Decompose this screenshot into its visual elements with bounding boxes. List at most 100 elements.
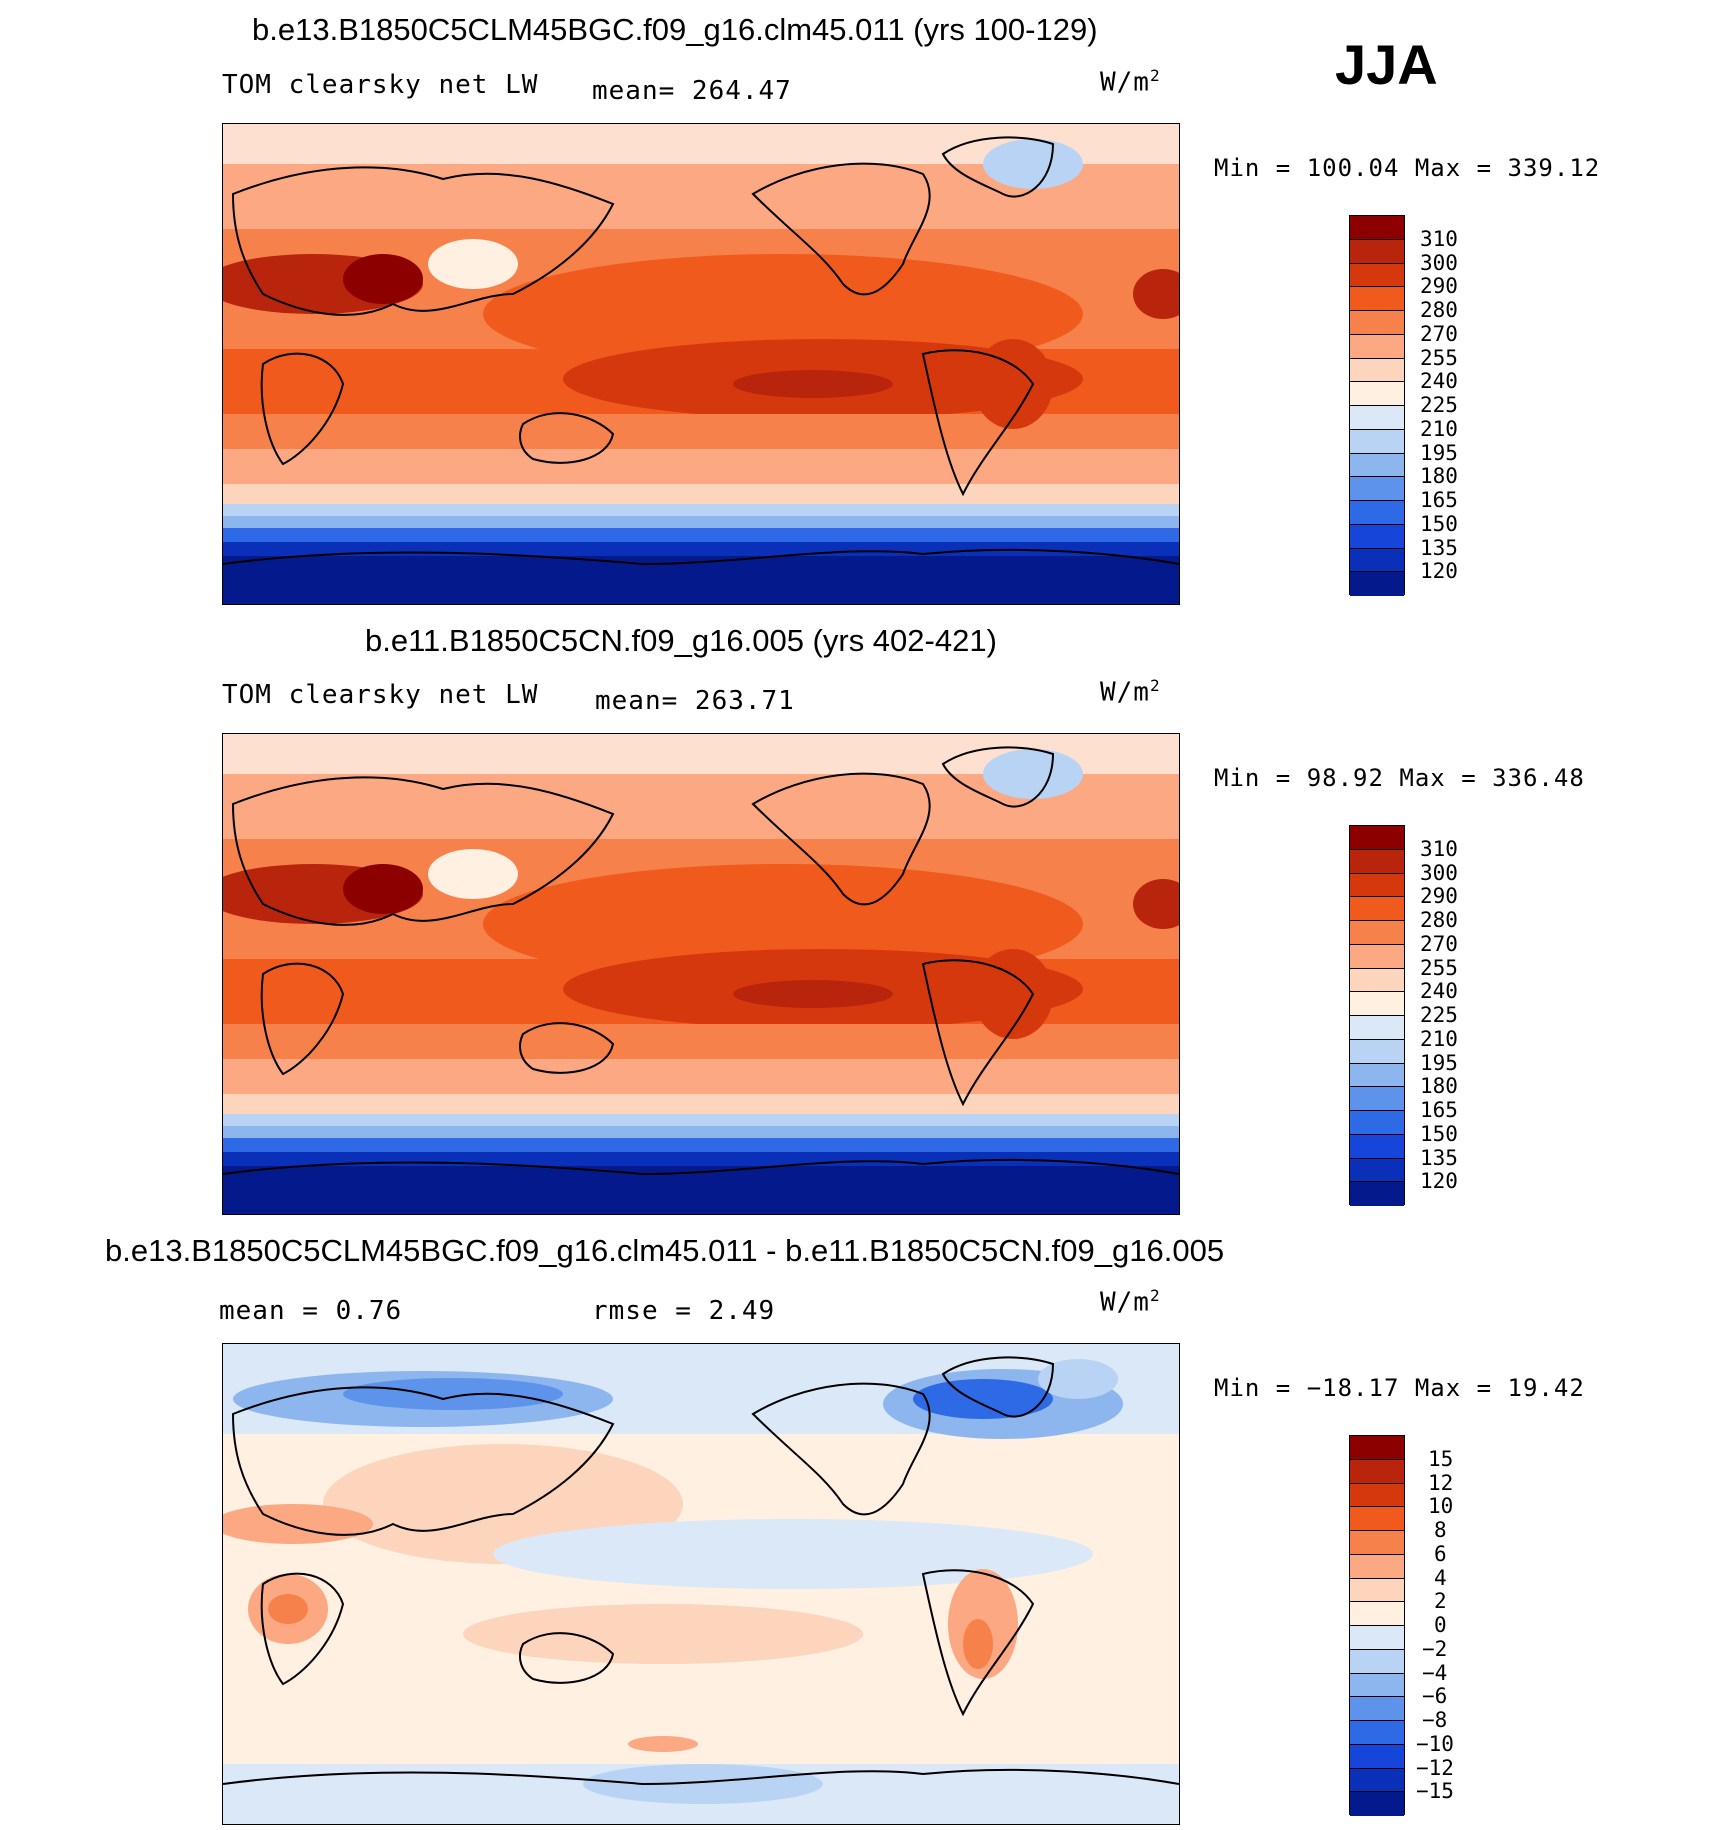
- season-label: JJA: [1335, 33, 1438, 96]
- units-label: W/m2: [1100, 1286, 1161, 1318]
- colorbar-label: 135: [1420, 1146, 1458, 1170]
- panel-title: b.e13.B1850C5CLM45BGC.f09_g16.clm45.011 …: [252, 12, 1098, 47]
- colorbar-swatch: [1350, 826, 1404, 850]
- units-sup: 2: [1149, 66, 1161, 85]
- colorbar-swatch: [1350, 1554, 1404, 1579]
- colorbar-label: 255: [1420, 956, 1458, 980]
- colorbar-swatch: [1350, 849, 1404, 874]
- units-label: W/m2: [1100, 676, 1161, 708]
- colorbar-label: 150: [1420, 512, 1458, 536]
- colorbar-swatch: [1350, 992, 1404, 1016]
- colorbar-swatch: [1350, 572, 1404, 596]
- colorbar-swatch: [1350, 1697, 1404, 1721]
- colorbar-swatch: [1350, 501, 1404, 525]
- colorbar-label: 15: [1428, 1447, 1454, 1471]
- colorbar-label: −4: [1422, 1661, 1448, 1685]
- colorbar-swatch: [1350, 1721, 1404, 1745]
- units-sup: 2: [1149, 1286, 1161, 1305]
- colorbar-label: 290: [1420, 274, 1458, 298]
- colorbar-swatch: [1350, 897, 1404, 921]
- colorbar-label: −15: [1416, 1779, 1454, 1803]
- colorbar-label: −2: [1422, 1637, 1448, 1661]
- colorbar-label: 165: [1420, 1098, 1458, 1122]
- colorbar-label: 0: [1434, 1613, 1447, 1637]
- colorbar-swatch: [1350, 944, 1404, 969]
- mean-label: mean = 0.76: [219, 1296, 403, 1326]
- variable-label: TOM clearsky net LW: [222, 70, 539, 100]
- colorbar-swatch: [1350, 1602, 1404, 1626]
- mean-label: mean= 264.47: [592, 76, 792, 106]
- colorbar-swatch: [1350, 1483, 1404, 1508]
- colorbar-swatch: [1350, 1744, 1404, 1769]
- units-base: W/m: [1100, 1287, 1150, 1318]
- colorbar-swatch: [1350, 239, 1404, 264]
- colorbar-label: 310: [1420, 837, 1458, 861]
- colorbar-label: 8: [1434, 1518, 1447, 1542]
- colorbar: [1349, 215, 1405, 596]
- units-base: W/m: [1100, 677, 1150, 708]
- colorbar-swatch: [1350, 921, 1404, 945]
- colorbar-swatch: [1350, 1649, 1404, 1674]
- colorbar-label: 290: [1420, 884, 1458, 908]
- map-field: [222, 733, 1180, 1215]
- colorbar-label: 10: [1428, 1494, 1454, 1518]
- colorbar-label: 300: [1420, 861, 1458, 885]
- panel-title: b.e11.B1850C5CN.f09_g16.005 (yrs 402-421…: [365, 623, 997, 658]
- colorbar-label: −10: [1416, 1732, 1454, 1756]
- colorbar-swatch: [1350, 406, 1404, 430]
- colorbar-swatch: [1350, 216, 1404, 240]
- colorbar-label: 270: [1420, 932, 1458, 956]
- units-sup: 2: [1149, 676, 1161, 695]
- colorbar-label: 180: [1420, 1074, 1458, 1098]
- colorbar-label: 225: [1420, 1003, 1458, 1027]
- colorbar-label: 2: [1434, 1589, 1447, 1613]
- colorbar-swatch: [1350, 1507, 1404, 1531]
- colorbar-label: 240: [1420, 369, 1458, 393]
- colorbar-label: 240: [1420, 979, 1458, 1003]
- rmse-label: rmse = 2.49: [592, 1296, 776, 1326]
- colorbar-swatch: [1350, 968, 1404, 993]
- colorbar-label: 270: [1420, 322, 1458, 346]
- colorbar-swatch: [1350, 873, 1404, 898]
- colorbar-label: 210: [1420, 1027, 1458, 1051]
- colorbar-swatch: [1350, 311, 1404, 335]
- colorbar-swatch: [1350, 358, 1404, 383]
- colorbar-swatch: [1350, 287, 1404, 311]
- colorbar-swatch: [1350, 453, 1404, 478]
- colorbar-label: 225: [1420, 393, 1458, 417]
- colorbar-label: 280: [1420, 908, 1458, 932]
- colorbar-swatch: [1350, 1531, 1404, 1555]
- colorbar-label: 195: [1420, 1051, 1458, 1075]
- min-max-label: Min = −18.17 Max = 19.42: [1214, 1374, 1585, 1402]
- variable-label: TOM clearsky net LW: [222, 680, 539, 710]
- mean-label: mean= 263.71: [595, 686, 795, 716]
- colorbar-swatch: [1350, 1459, 1404, 1484]
- colorbar: [1349, 1435, 1405, 1816]
- colorbar-label: −6: [1422, 1684, 1448, 1708]
- panel-title: b.e13.B1850C5CLM45BGC.f09_g16.clm45.011 …: [105, 1233, 1225, 1268]
- min-max-label: Min = 100.04 Max = 339.12: [1214, 154, 1601, 182]
- colorbar-label: 6: [1434, 1542, 1447, 1566]
- colorbar-label: −8: [1422, 1708, 1448, 1732]
- units-label: W/m2: [1100, 66, 1161, 98]
- colorbar-swatch: [1350, 1016, 1404, 1040]
- colorbar-swatch: [1350, 1792, 1404, 1816]
- colorbar-swatch: [1350, 334, 1404, 359]
- colorbar-swatch: [1350, 1158, 1404, 1183]
- colorbar-swatch: [1350, 1182, 1404, 1206]
- colorbar-label: −12: [1416, 1756, 1454, 1780]
- map-svg: [223, 1344, 1179, 1824]
- map-field: [222, 123, 1180, 605]
- colorbar-label: 12: [1428, 1471, 1454, 1495]
- colorbar-label: 165: [1420, 488, 1458, 512]
- colorbar-swatch: [1350, 1063, 1404, 1088]
- map-svg: [223, 124, 1179, 604]
- colorbar-label: 4: [1434, 1566, 1447, 1590]
- min-max-label: Min = 98.92 Max = 336.48: [1214, 764, 1585, 792]
- colorbar-label: 195: [1420, 441, 1458, 465]
- colorbar-swatch: [1350, 1768, 1404, 1793]
- colorbar-swatch: [1350, 1436, 1404, 1460]
- colorbar-label: 120: [1420, 1169, 1458, 1193]
- colorbar-swatch: [1350, 1673, 1404, 1698]
- units-base: W/m: [1100, 67, 1150, 98]
